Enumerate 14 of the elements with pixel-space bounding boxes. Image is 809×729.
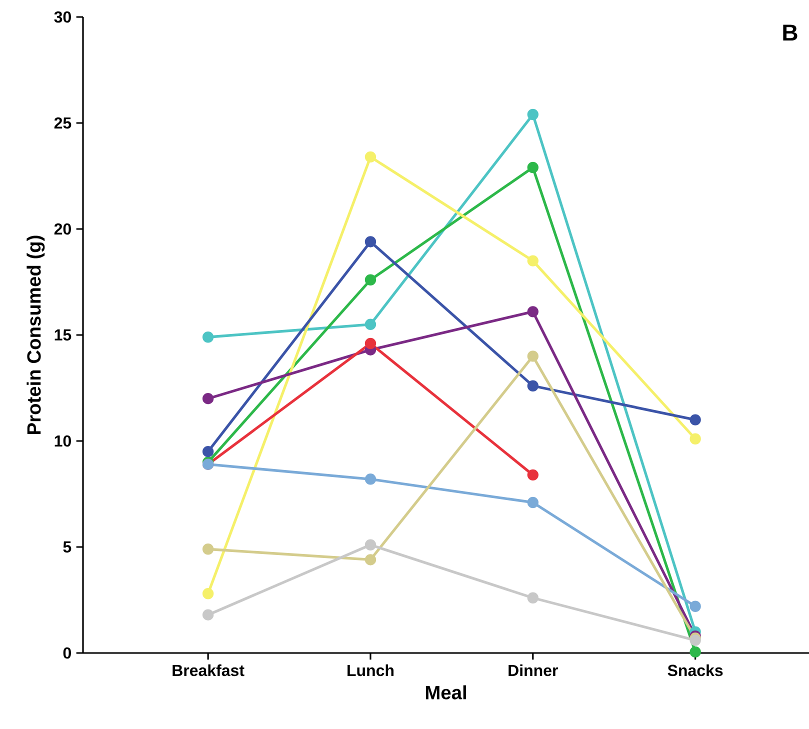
y-tick-label: 10 bbox=[54, 435, 71, 447]
y-tick-label: 15 bbox=[54, 329, 72, 341]
y-tick-label: 0 bbox=[63, 647, 71, 659]
annotation: B bbox=[783, 24, 798, 41]
x-tick-label: Dinner bbox=[508, 664, 558, 676]
y-tick-label: 30 bbox=[54, 11, 71, 23]
x-tick-label: Breakfast bbox=[172, 664, 244, 676]
y-tick-label: 5 bbox=[63, 541, 72, 553]
y-axis-title: Protein Consumed (g) bbox=[26, 236, 45, 434]
x-tick-label: Lunch bbox=[348, 664, 394, 676]
x-axis-title: Meal bbox=[426, 685, 466, 700]
x-tick-label: Snacks bbox=[668, 664, 723, 676]
y-tick-label: 20 bbox=[54, 223, 71, 235]
y-tick-label: 25 bbox=[54, 117, 72, 129]
